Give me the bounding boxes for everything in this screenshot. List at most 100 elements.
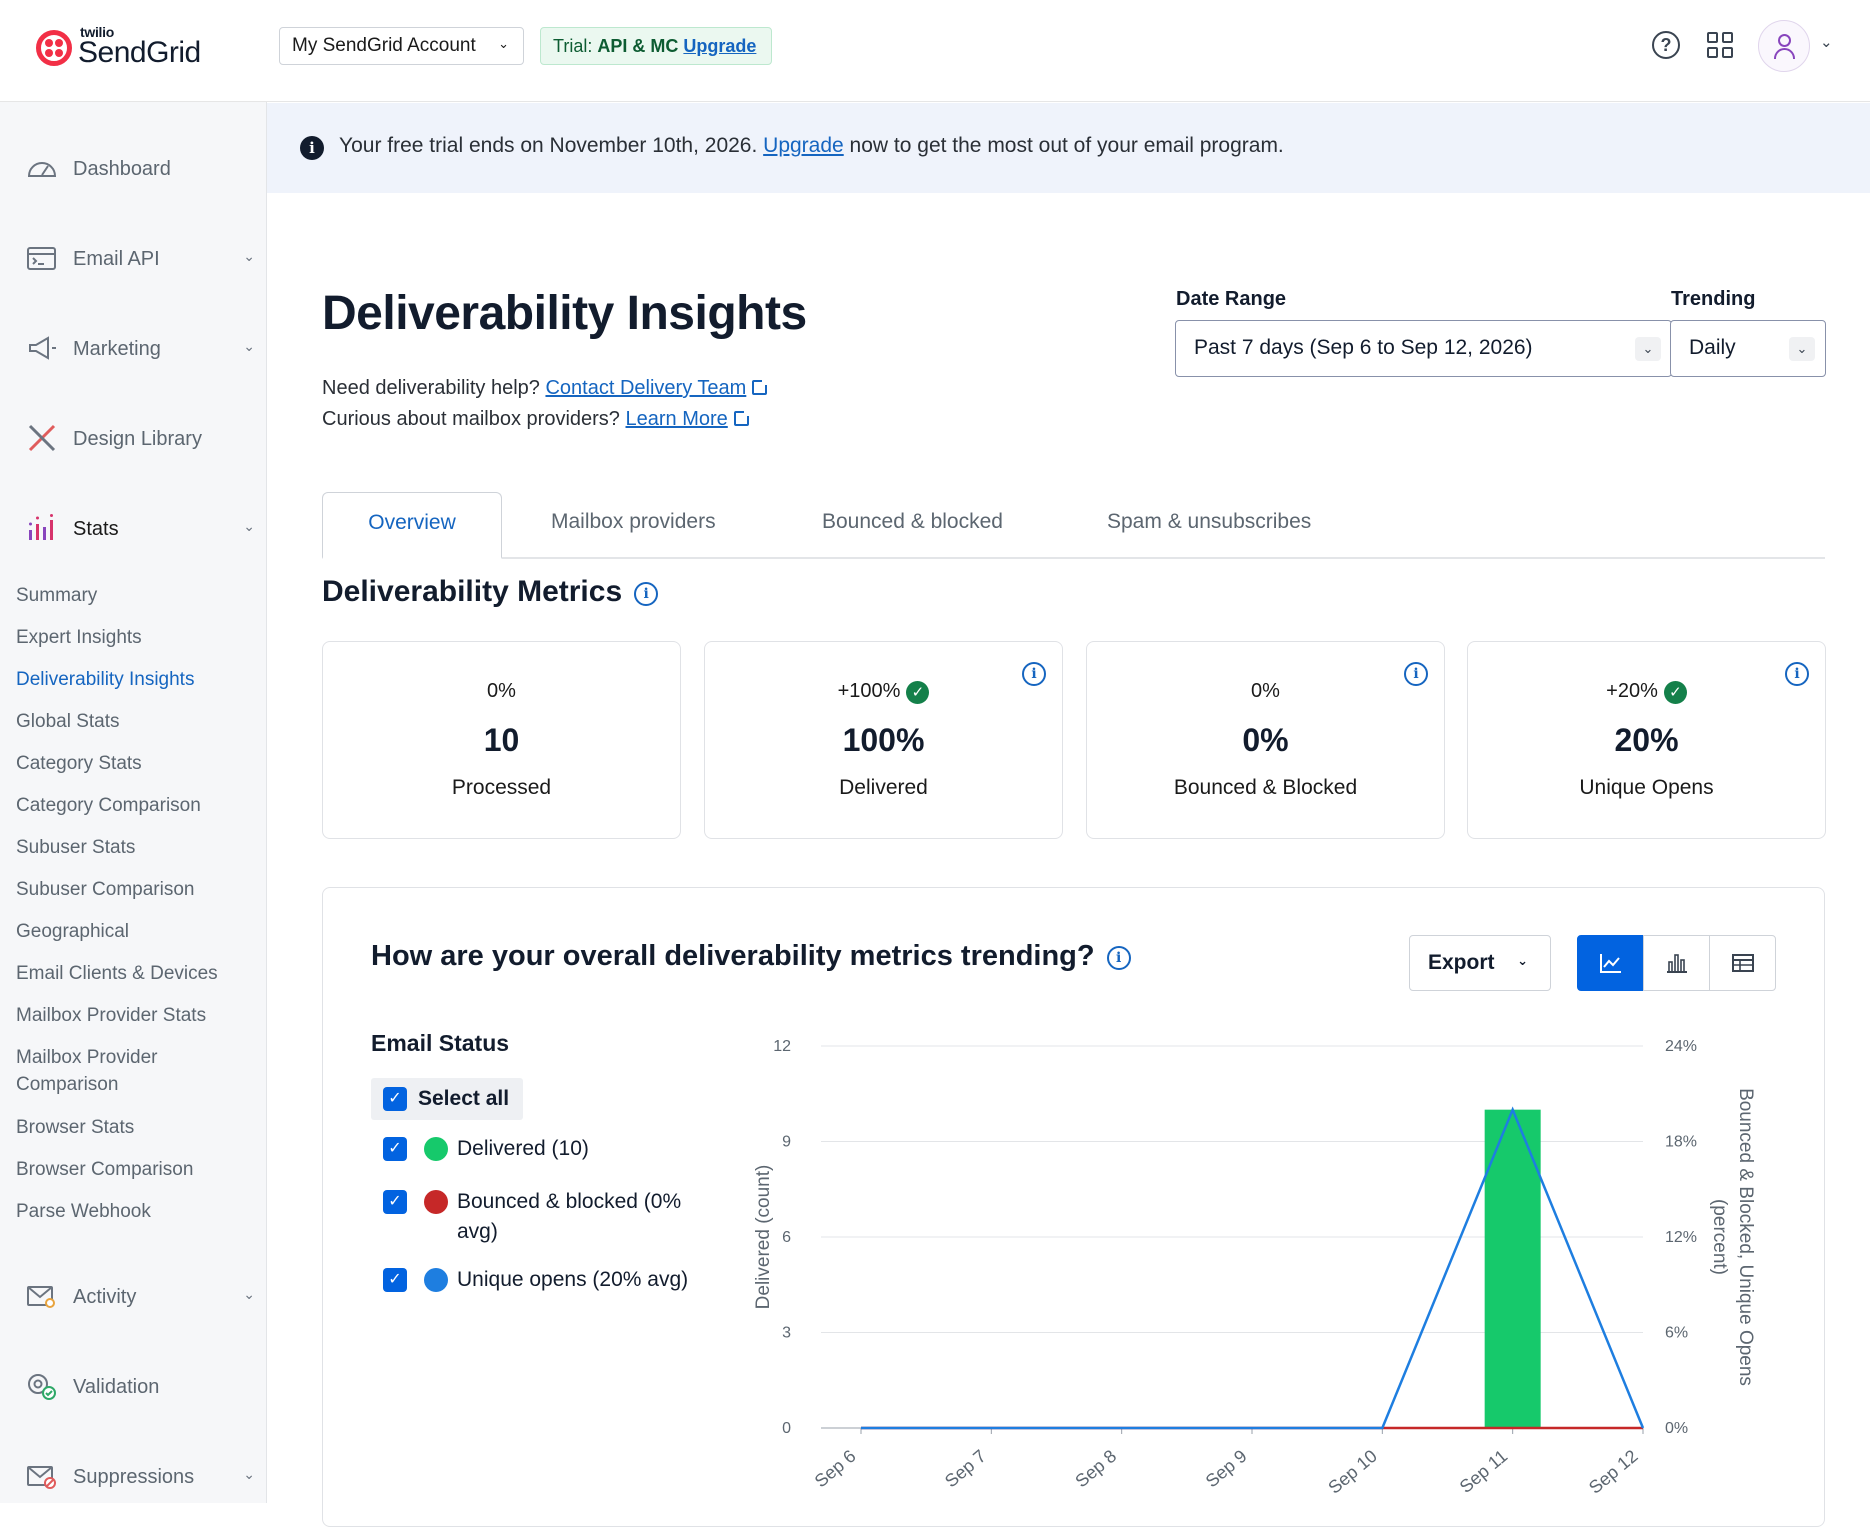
trial-badge: Trial: API & MC Upgrade bbox=[540, 27, 772, 65]
sendgrid-logo[interactable]: twilio SendGrid bbox=[36, 24, 216, 72]
checkbox-checked-icon[interactable]: ✓ bbox=[383, 1137, 407, 1161]
legend-item-unique-opens[interactable]: ✓ Unique opens (20% avg) bbox=[383, 1265, 703, 1295]
email-status-title: Email Status bbox=[371, 1030, 510, 1056]
sidebar-item-validation[interactable]: Validation bbox=[0, 1358, 267, 1418]
code-window-icon bbox=[27, 247, 56, 270]
metric-card-processed: 0% 10 Processed bbox=[322, 641, 681, 839]
sidebar-item-browser-stats[interactable]: Browser Stats bbox=[16, 1117, 135, 1138]
trending-select[interactable]: Daily ⌄ bbox=[1670, 320, 1826, 377]
sidebar-item-subuser-stats[interactable]: Subuser Stats bbox=[16, 837, 136, 858]
contact-delivery-team-link[interactable]: Contact Delivery Team bbox=[545, 377, 747, 399]
app-switcher-icon[interactable] bbox=[1707, 32, 1735, 60]
sidebar-item-activity[interactable]: Activity ⌄ bbox=[0, 1268, 267, 1328]
select-all-checkbox[interactable]: ✓ Select all bbox=[371, 1078, 523, 1120]
sidebar-item-stats[interactable]: Stats ⌄ bbox=[0, 500, 267, 560]
tab-overview[interactable]: Overview bbox=[322, 492, 502, 559]
y-tick-label: 9 bbox=[782, 1134, 791, 1151]
chevron-down-icon: ⌄ bbox=[243, 518, 255, 534]
megaphone-icon bbox=[29, 336, 56, 360]
account-name: My SendGrid Account bbox=[292, 35, 476, 56]
trending-value: Daily bbox=[1689, 336, 1736, 359]
date-range-value: Past 7 days (Sep 6 to Sep 12, 2026) bbox=[1194, 336, 1533, 359]
tab-spam-unsubscribes[interactable]: Spam & unsubscribes bbox=[1107, 510, 1312, 533]
sidebar-item-expert-insights[interactable]: Expert Insights bbox=[16, 627, 142, 648]
sidebar-item-email-clients-devices[interactable]: Email Clients & Devices bbox=[16, 963, 218, 984]
bar-delivered bbox=[1484, 1109, 1541, 1428]
info-icon[interactable]: i bbox=[1106, 946, 1131, 970]
series-color-dot bbox=[424, 1190, 448, 1214]
metric-value: 10 bbox=[483, 722, 520, 758]
y-right-tick-label: 0% bbox=[1665, 1420, 1688, 1437]
banner-upgrade-link[interactable]: Upgrade bbox=[763, 134, 844, 157]
sidebar-item-geographical[interactable]: Geographical bbox=[16, 921, 130, 942]
help-line-mailbox: Curious about mailbox providers? Learn M… bbox=[322, 408, 750, 431]
y-tick-label: 0 bbox=[782, 1420, 791, 1437]
legend-item-delivered[interactable]: ✓ Delivered (10) bbox=[383, 1134, 703, 1164]
account-selector[interactable]: My SendGrid Account ⌄ bbox=[279, 27, 524, 65]
bar-chart-view-button[interactable] bbox=[1643, 935, 1710, 991]
legend-item-bounced-blocked[interactable]: ✓ Bounced & blocked (0% avg) bbox=[383, 1187, 703, 1247]
export-button[interactable]: Export ⌄ bbox=[1409, 935, 1551, 991]
sidebar-item-category-comparison[interactable]: Category Comparison bbox=[16, 795, 201, 816]
y-axis-title: Delivered (count) bbox=[753, 1165, 774, 1310]
user-icon bbox=[1778, 34, 1791, 47]
external-link-icon bbox=[733, 410, 750, 426]
sidebar-item-mailbox-provider-comparison[interactable]: Mailbox Provider Comparison bbox=[16, 1047, 158, 1095]
tab-bar: Overview Mailbox providers Bounced & blo… bbox=[322, 492, 1825, 559]
sidebar-item-deliverability-insights[interactable]: Deliverability Insights bbox=[16, 669, 195, 690]
line-chart-view-button[interactable] bbox=[1577, 935, 1644, 991]
checkbox-checked-icon[interactable]: ✓ bbox=[383, 1190, 407, 1214]
bar-chart-icon bbox=[1667, 954, 1687, 973]
sidebar-item-mailbox-provider-stats[interactable]: Mailbox Provider Stats bbox=[16, 1005, 207, 1026]
sidebar-item-email-api[interactable]: Email API ⌄ bbox=[0, 230, 267, 290]
check-circle-icon: ✓ bbox=[906, 681, 930, 704]
metric-value: 0% bbox=[1242, 722, 1289, 758]
info-icon[interactable]: i bbox=[1785, 662, 1809, 686]
sidebar-item-marketing[interactable]: Marketing ⌄ bbox=[0, 320, 267, 380]
envelope-block-icon bbox=[27, 1466, 56, 1489]
table-view-button[interactable] bbox=[1709, 935, 1776, 991]
chevron-down-icon: ⌄ bbox=[498, 36, 509, 51]
sidebar-item-summary[interactable]: Summary bbox=[16, 585, 98, 606]
sidebar-item-parse-webhook[interactable]: Parse Webhook bbox=[16, 1201, 151, 1222]
checkbox-checked-icon[interactable]: ✓ bbox=[383, 1268, 407, 1292]
sidebar-item-label: Suppressions bbox=[73, 1466, 195, 1488]
metric-card-delivered: i +100% ✓ 100% Delivered bbox=[704, 641, 1063, 839]
sidebar-item-browser-comparison[interactable]: Browser Comparison bbox=[16, 1159, 194, 1180]
info-icon[interactable]: i bbox=[1404, 662, 1428, 686]
info-icon[interactable]: i bbox=[634, 582, 659, 606]
metric-card-unique-opens: i +20% ✓ 20% Unique Opens bbox=[1467, 641, 1826, 839]
sidebar-item-global-stats[interactable]: Global Stats bbox=[16, 711, 120, 732]
sidebar-item-dashboard[interactable]: Dashboard bbox=[0, 140, 267, 200]
chevron-down-icon: ⌄ bbox=[1789, 337, 1815, 361]
sidebar-item-subuser-comparison[interactable]: Subuser Comparison bbox=[16, 879, 195, 900]
x-tick-label: Sep 10 bbox=[1324, 1446, 1381, 1498]
x-tick-label: Sep 7 bbox=[941, 1446, 990, 1492]
sidebar-item-category-stats[interactable]: Category Stats bbox=[16, 753, 142, 774]
chevron-down-icon: ⌄ bbox=[243, 248, 255, 264]
chevron-down-icon: ⌄ bbox=[1517, 953, 1528, 968]
sidebar-item-suppressions[interactable]: Suppressions ⌄ bbox=[0, 1448, 267, 1508]
help-icon[interactable]: ? bbox=[1652, 31, 1680, 59]
logo-small-text: twilio bbox=[80, 24, 114, 40]
chevron-down-icon: ⌄ bbox=[1635, 337, 1661, 361]
date-range-select[interactable]: Past 7 days (Sep 6 to Sep 12, 2026) ⌄ bbox=[1175, 320, 1672, 377]
metric-label: Processed bbox=[451, 776, 552, 799]
sidebar-item-label: Validation bbox=[73, 1376, 160, 1398]
metric-change: +100% ✓ bbox=[705, 680, 1062, 704]
y-right-tick-label: 18% bbox=[1665, 1134, 1697, 1151]
y-right-tick-label: 24% bbox=[1665, 1038, 1697, 1055]
trial-banner: i Your free trial ends on November 10th,… bbox=[267, 103, 1870, 193]
pencil-ruler-icon bbox=[28, 424, 56, 452]
tab-mailbox-providers[interactable]: Mailbox providers bbox=[551, 510, 716, 533]
info-icon[interactable]: i bbox=[1022, 662, 1046, 686]
learn-more-link[interactable]: Learn More bbox=[625, 408, 728, 430]
y-right-tick-label: 6% bbox=[1665, 1325, 1688, 1342]
tab-bounced-blocked[interactable]: Bounced & blocked bbox=[822, 510, 1003, 533]
trial-upgrade-link[interactable]: Upgrade bbox=[683, 36, 757, 56]
sidebar-item-design-library[interactable]: Design Library bbox=[0, 410, 267, 470]
user-menu-chevron-icon[interactable]: ⌄ bbox=[1820, 34, 1833, 51]
series-color-dot bbox=[424, 1137, 448, 1161]
date-range-label: Date Range bbox=[1176, 288, 1287, 310]
user-avatar[interactable] bbox=[1758, 20, 1810, 72]
